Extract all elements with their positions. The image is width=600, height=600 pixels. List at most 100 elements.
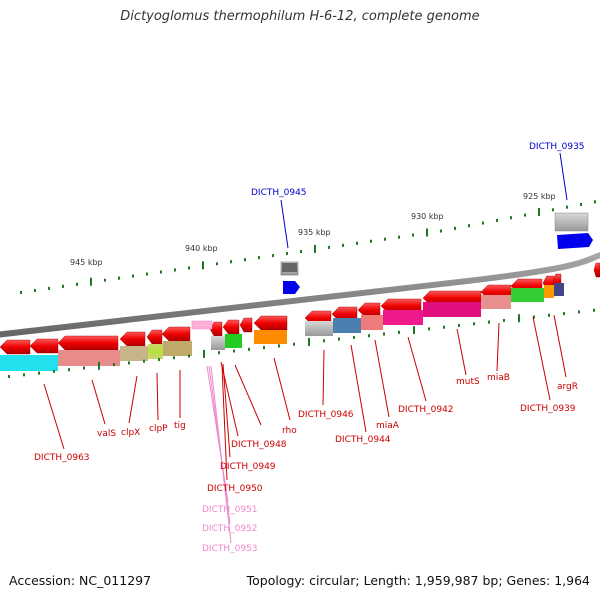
scale-ticks [20, 200, 596, 294]
gene-color-steelblue[interactable] [333, 318, 361, 333]
genome-backbone [0, 251, 600, 338]
gene-label-dicth-0963: DICTH_0963 [34, 453, 90, 463]
scale-tick [244, 258, 246, 262]
scale-tick [20, 291, 22, 294]
scale-tick [216, 262, 218, 266]
gene-dicth-0945-arrow[interactable] [283, 281, 300, 294]
lower-tick [173, 356, 175, 360]
lower-tick [353, 335, 355, 339]
gene-label-muts: mutS [456, 377, 480, 387]
scale-tick [300, 250, 302, 253]
gene-color-grey-small[interactable] [211, 336, 225, 350]
forward-gene-arrow[interactable] [0, 339, 31, 355]
scale-tick [104, 278, 106, 282]
scale-tick [524, 213, 526, 217]
lower-tick [413, 326, 415, 335]
scale-tick [370, 239, 372, 243]
scale-label-930kbp: 930 kbp [411, 212, 444, 221]
rna-callout-lines [206, 365, 232, 544]
gene-color-magenta[interactable] [383, 310, 423, 325]
forward-gene-arrow[interactable] [593, 262, 600, 278]
gene-color-salmon[interactable] [361, 315, 383, 330]
gene-dicth-0945-upper[interactable] [282, 263, 297, 272]
lower-tick [518, 314, 520, 323]
scale-tick [272, 254, 274, 258]
scale-tick [328, 245, 330, 249]
lower-tick [98, 361, 100, 370]
gene-color-magenta2[interactable] [423, 302, 481, 317]
lower-tick [263, 346, 265, 350]
gene-color-green2[interactable] [511, 288, 544, 302]
lower-tick [83, 366, 85, 370]
forward-gene-arrow[interactable] [119, 331, 146, 347]
gene-color-cyan[interactable] [0, 355, 58, 371]
scale-tick [496, 218, 498, 222]
lower-tick [383, 332, 385, 336]
scale-label-940kbp: 940 kbp [185, 244, 218, 253]
gene-color-pink[interactable] [481, 295, 511, 309]
accession-label: Accession: NC_011297 [9, 573, 152, 588]
gene-label-vals: valS [97, 429, 116, 439]
lower-tick [53, 369, 55, 373]
scale-tick [384, 237, 386, 241]
lower-tick [188, 354, 190, 358]
gene-color-orange2[interactable] [544, 285, 554, 298]
lower-tick [458, 324, 460, 327]
scale-tick [454, 226, 456, 230]
lower-tick [533, 315, 535, 319]
gene-label-dicth-0951: DICTH_0951 [202, 505, 258, 515]
gene-label-dicth-0939: DICTH_0939 [520, 404, 576, 414]
scale-tick [440, 229, 442, 233]
lower-tick [8, 375, 10, 378]
lower-tick [593, 308, 595, 312]
scale-tick [132, 274, 134, 278]
lower-tick [338, 337, 340, 341]
scale-tick [468, 224, 470, 228]
gene-color-pinkstripe[interactable] [191, 320, 213, 330]
forward-gene-arrow[interactable] [357, 302, 381, 318]
scale-tick [48, 286, 50, 290]
forward-gene-arrow[interactable] [29, 338, 59, 354]
gene-color-rose[interactable] [58, 350, 120, 366]
forward-gene-arrow[interactable] [57, 335, 119, 351]
scale-tick [398, 235, 400, 239]
scale-tick [118, 276, 120, 280]
gene-dicth-0935-arrow[interactable] [557, 233, 593, 249]
gene-color-khaki[interactable] [120, 346, 148, 361]
lower-tick [113, 363, 115, 367]
lower-tick [68, 368, 70, 372]
scale-tick [412, 233, 414, 237]
gene-color-green[interactable] [225, 334, 242, 348]
gene-color-navy[interactable] [554, 283, 564, 296]
gene-color-grey-row[interactable] [305, 321, 333, 336]
lower-tick [503, 318, 505, 322]
lower-tick [38, 371, 40, 375]
lower-tick [578, 310, 580, 314]
gene-color-yellow[interactable] [148, 348, 163, 354]
forward-gene-arrow[interactable] [253, 315, 288, 331]
scale-tick [146, 272, 148, 276]
lower-tick [398, 330, 400, 334]
scale-tick [90, 277, 92, 286]
lower-tick [23, 373, 25, 377]
gene-label-argr: argR [557, 382, 578, 392]
gene-label-clpp: clpP [149, 424, 168, 434]
gene-label-dicth-0948: DICTH_0948 [231, 440, 287, 450]
scale-tick [76, 282, 78, 286]
gene-dicth-0935-grey[interactable] [554, 212, 589, 232]
forward-gene-arrow[interactable] [222, 319, 240, 335]
lower-tick [368, 334, 370, 338]
forward-gene-arrow[interactable] [161, 326, 191, 342]
gene-label-miab: miaB [487, 373, 510, 383]
gene-color-orange[interactable] [254, 330, 287, 344]
lower-tick [293, 342, 295, 346]
lower-tick [323, 339, 325, 343]
genome-stats-label: Topology: circular; Length: 1,959,987 bp… [246, 573, 590, 588]
forward-gene-arrow[interactable] [146, 329, 163, 345]
callout-line [280, 199, 289, 249]
lower-tick [218, 351, 220, 355]
gene-color-olive[interactable] [163, 341, 192, 356]
lower-tick [308, 338, 310, 346]
forward-gene-arrow[interactable] [239, 317, 253, 333]
forward-gene-arrow[interactable] [209, 321, 223, 337]
